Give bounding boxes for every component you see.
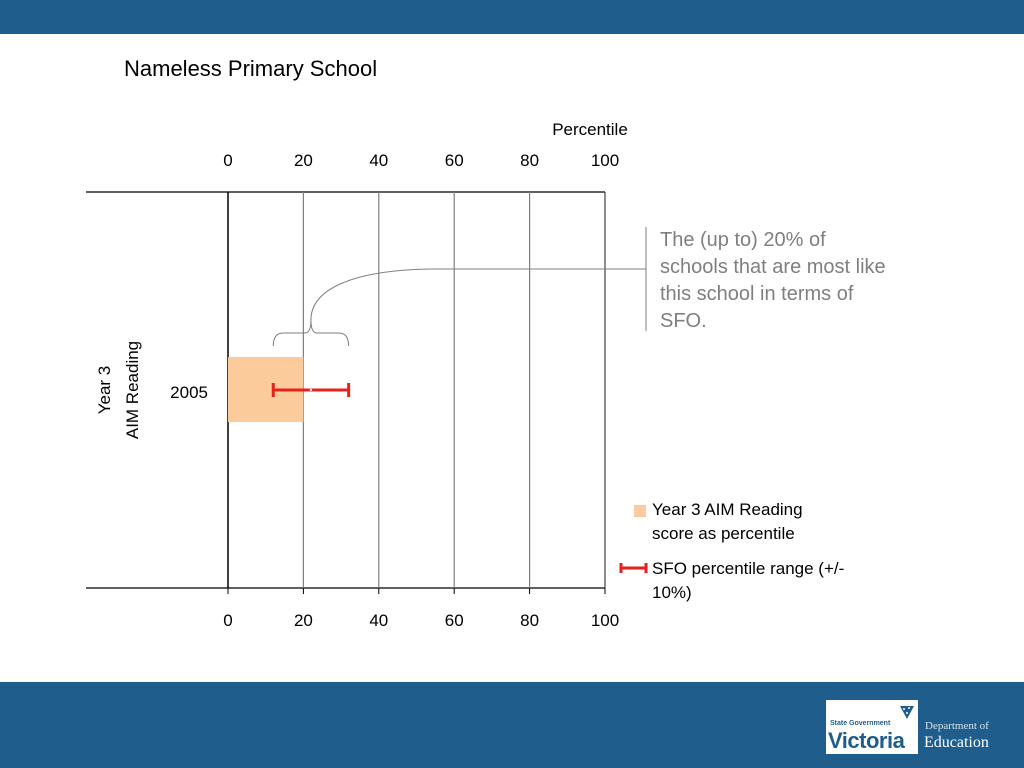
logo-state-government: State Government (830, 720, 891, 727)
page-title: Nameless Primary School (124, 56, 378, 81)
southern-cross-icon (900, 706, 914, 719)
top-tick-label: 0 (223, 151, 232, 170)
bottom-tick-label: 80 (520, 611, 539, 630)
y-axis-title: Year 3 AIM Reading (95, 341, 142, 439)
top-tick-label: 100 (591, 151, 619, 170)
victoria-education-logo: State Government Victoria Department of … (826, 700, 998, 754)
category-label: 2005 (170, 383, 208, 402)
bottom-tick-label: 0 (223, 611, 232, 630)
x-axis-title: Percentile (552, 120, 628, 139)
top-tick-labels: 0 20 40 60 80 100 (223, 151, 619, 170)
legend-bar-label: Year 3 AIM Reading score as percentile (652, 500, 803, 543)
range-center-mark (309, 388, 313, 392)
grid-layer (86, 191, 606, 594)
y-axis-title-line2: AIM Reading (123, 341, 142, 439)
y-axis-title-line1: Year 3 (95, 366, 114, 415)
top-tick-label: 40 (369, 151, 388, 170)
top-tick-label: 20 (294, 151, 313, 170)
bottom-tick-label: 40 (369, 611, 388, 630)
range-layer (271, 383, 351, 397)
logo-education: Education (924, 734, 989, 751)
bracket-layer (272, 268, 646, 347)
logo-department-of: Department of (925, 720, 989, 732)
bottom-tick-label: 20 (294, 611, 313, 630)
bracket-shape (272, 319, 350, 347)
bottom-tick-labels: 0 20 40 60 80 100 (223, 611, 619, 630)
legend-bar-swatch (634, 505, 646, 517)
legend-range-icon (619, 563, 648, 573)
legend-range-label: SFO percentile range (+/- 10%) (652, 559, 845, 602)
logo-victoria: Victoria (828, 728, 905, 753)
bottom-tick-label: 100 (591, 611, 619, 630)
top-band (0, 0, 1024, 34)
callout-text: The (up to) 20% of schools that are most… (660, 229, 886, 332)
callout-leader-line (310, 268, 646, 321)
top-tick-label: 80 (520, 151, 539, 170)
bottom-tick-label: 60 (445, 611, 464, 630)
top-tick-label: 60 (445, 151, 464, 170)
